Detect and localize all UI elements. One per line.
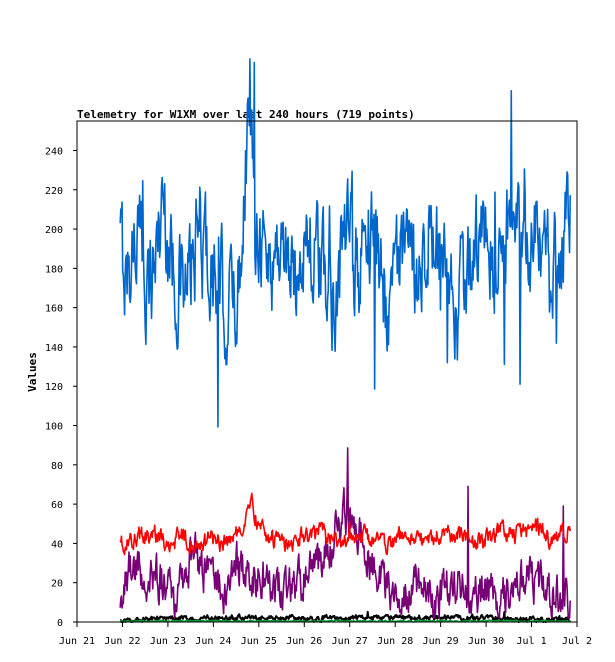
- series-line-2: [119, 447, 571, 619]
- x-tick-label: Jun 24: [195, 636, 231, 647]
- y-tick-label: 240: [45, 146, 63, 157]
- x-ticks: Jun 21 Jun 22 Jun 23 Jun 24 Jun 25 Jun 26 Jun …: [59, 622, 592, 647]
- y-tick-label: 20: [51, 579, 63, 590]
- x-tick-label: Jun 28: [377, 636, 413, 647]
- x-tick-label: Jun 21: [59, 636, 95, 647]
- chart-title: Telemetry for W1XM over last 240 hours (…: [77, 108, 415, 121]
- x-tick-label: Jul 2: [562, 636, 592, 647]
- y-tick-label: 100: [45, 422, 63, 433]
- y-tick-label: 120: [45, 382, 63, 393]
- y-tick-label: 220: [45, 186, 63, 197]
- x-tick-label: Jun 23: [150, 636, 186, 647]
- y-tick-label: 200: [45, 225, 63, 236]
- y-ticks: 0 20 40 60 80 100 120 140 160 180 200 220 240: [45, 146, 77, 629]
- series-line-1: [119, 492, 571, 556]
- y-tick-label: 180: [45, 264, 63, 275]
- y-tick-label: 40: [51, 539, 63, 550]
- x-tick-label: Jun 27: [332, 636, 368, 647]
- x-tick-label: Jun 25: [241, 636, 277, 647]
- x-tick-label: Jun 30: [468, 636, 504, 647]
- series-line-0: [119, 58, 571, 428]
- y-tick-label: 60: [51, 500, 63, 511]
- x-tick-label: Jun 26: [286, 636, 322, 647]
- series-layer: [119, 58, 572, 623]
- y-axis-label: Values: [26, 352, 39, 392]
- y-tick-label: 140: [45, 343, 63, 354]
- x-tick-label: Jul 1: [516, 636, 546, 647]
- y-tick-label: 160: [45, 304, 63, 315]
- x-tick-label: Jun 29: [423, 636, 459, 647]
- plot-frame: [76, 120, 578, 623]
- y-tick-label: 80: [51, 461, 63, 472]
- x-tick-label: Jun 22: [104, 636, 140, 647]
- y-tick-label: 0: [57, 618, 63, 629]
